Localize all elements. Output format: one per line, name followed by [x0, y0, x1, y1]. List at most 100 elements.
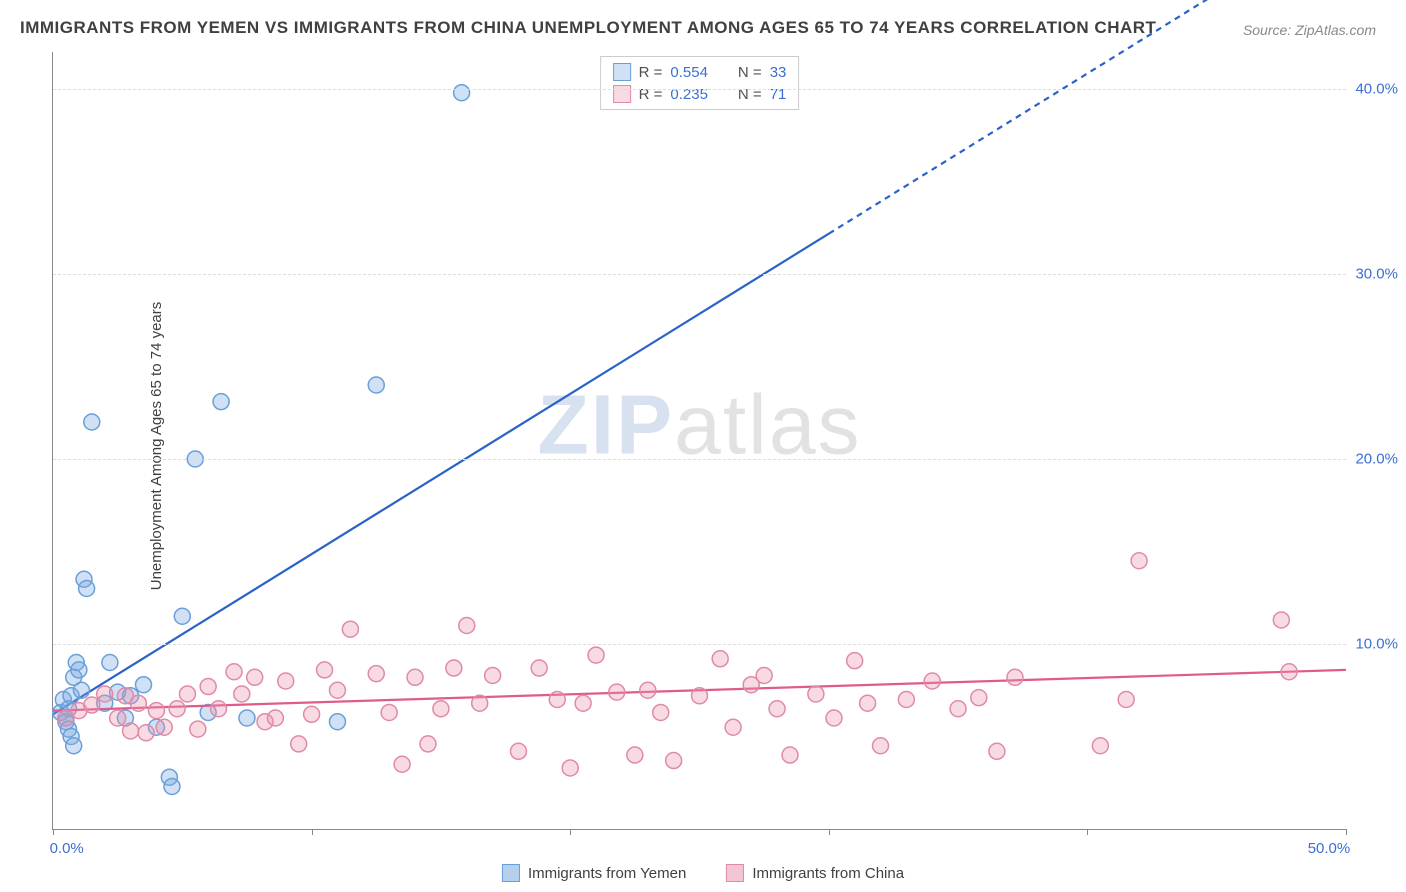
data-point	[381, 704, 397, 720]
data-point	[394, 756, 410, 772]
data-point	[433, 701, 449, 717]
data-point	[79, 581, 95, 597]
data-point	[549, 692, 565, 708]
chart-plot-area: ZIPatlas R = 0.554N = 33R = 0.235N = 71 …	[52, 52, 1346, 830]
data-point	[304, 706, 320, 722]
data-point	[1131, 553, 1147, 569]
grid-line	[53, 644, 1346, 645]
data-point	[446, 660, 462, 676]
stats-legend: R = 0.554N = 33R = 0.235N = 71	[600, 56, 800, 110]
data-point	[200, 679, 216, 695]
data-point	[174, 608, 190, 624]
data-point	[1281, 664, 1297, 680]
data-point	[1007, 669, 1023, 685]
data-point	[1092, 738, 1108, 754]
data-point	[73, 682, 89, 698]
data-point	[769, 701, 785, 717]
data-point	[531, 660, 547, 676]
legend-item: Immigrants from China	[726, 864, 904, 882]
y-tick-label: 10.0%	[1355, 636, 1398, 653]
data-point	[110, 710, 126, 726]
data-point	[950, 701, 966, 717]
data-point	[102, 655, 118, 671]
series-legend: Immigrants from Yemen Immigrants from Chi…	[502, 864, 904, 882]
data-point	[138, 725, 154, 741]
x-tick-label: 50.0%	[1308, 840, 1351, 857]
legend-swatch	[726, 864, 744, 882]
trend-line	[53, 234, 829, 715]
data-point	[609, 684, 625, 700]
data-point	[169, 701, 185, 717]
chart-title: IMMIGRANTS FROM YEMEN VS IMMIGRANTS FROM…	[20, 18, 1156, 38]
data-point	[588, 647, 604, 663]
data-point	[130, 695, 146, 711]
data-point	[84, 697, 100, 713]
data-point	[211, 701, 227, 717]
legend-label: Immigrants from Yemen	[528, 865, 686, 882]
data-point	[97, 686, 113, 702]
data-point	[136, 677, 152, 693]
data-point	[164, 778, 180, 794]
data-point	[873, 738, 889, 754]
data-point	[640, 682, 656, 698]
y-tick-label: 30.0%	[1355, 266, 1398, 283]
y-tick-label: 40.0%	[1355, 81, 1398, 98]
data-point	[898, 692, 914, 708]
data-point	[123, 723, 139, 739]
data-point	[213, 394, 229, 410]
stats-legend-row: R = 0.235N = 71	[613, 83, 787, 105]
data-point	[329, 714, 345, 730]
grid-line	[53, 459, 1346, 460]
data-point	[226, 664, 242, 680]
legend-swatch	[613, 63, 631, 81]
data-point	[407, 669, 423, 685]
data-point	[782, 747, 798, 763]
data-point	[1273, 612, 1289, 628]
data-point	[329, 682, 345, 698]
scatter-plot-svg	[53, 52, 1346, 829]
data-point	[179, 686, 195, 702]
data-point	[472, 695, 488, 711]
data-point	[66, 738, 82, 754]
data-point	[847, 653, 863, 669]
data-point	[510, 743, 526, 759]
y-tick-label: 20.0%	[1355, 451, 1398, 468]
data-point	[234, 686, 250, 702]
data-point	[267, 710, 283, 726]
stats-legend-row: R = 0.554N = 33	[613, 61, 787, 83]
x-tick	[1087, 829, 1088, 835]
x-tick-label: 0.0%	[50, 840, 84, 857]
data-point	[459, 618, 475, 634]
legend-swatch	[613, 85, 631, 103]
data-point	[924, 673, 940, 689]
data-point	[84, 414, 100, 430]
data-point	[148, 703, 164, 719]
data-point	[575, 695, 591, 711]
x-tick	[829, 829, 830, 835]
data-point	[971, 690, 987, 706]
data-point	[368, 666, 384, 682]
data-point	[1118, 692, 1134, 708]
data-point	[190, 721, 206, 737]
data-point	[317, 662, 333, 678]
data-point	[627, 747, 643, 763]
data-point	[666, 753, 682, 769]
data-point	[808, 686, 824, 702]
x-tick	[1346, 829, 1347, 835]
data-point	[712, 651, 728, 667]
data-point	[239, 710, 255, 726]
data-point	[368, 377, 384, 393]
x-tick	[53, 829, 54, 835]
data-point	[454, 85, 470, 101]
data-point	[485, 667, 501, 683]
x-tick	[570, 829, 571, 835]
legend-item: Immigrants from Yemen	[502, 864, 686, 882]
data-point	[692, 688, 708, 704]
data-point	[756, 667, 772, 683]
data-point	[156, 719, 172, 735]
data-point	[826, 710, 842, 726]
data-point	[860, 695, 876, 711]
data-point	[420, 736, 436, 752]
data-point	[725, 719, 741, 735]
data-point	[247, 669, 263, 685]
